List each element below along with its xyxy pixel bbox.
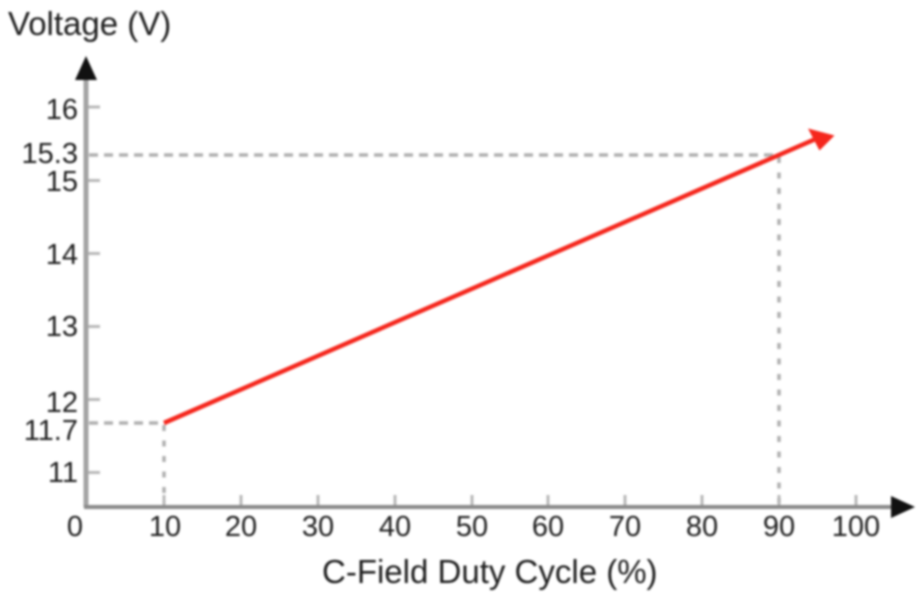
svg-text:16: 16: [46, 94, 78, 126]
svg-text:0: 0: [67, 511, 83, 543]
svg-text:11: 11: [48, 457, 78, 489]
svg-text:70: 70: [609, 511, 641, 543]
svg-text:100: 100: [832, 511, 880, 543]
svg-text:20: 20: [225, 511, 257, 543]
svg-text:10: 10: [149, 511, 181, 543]
svg-text:50: 50: [456, 511, 488, 543]
svg-text:60: 60: [532, 511, 564, 543]
svg-text:15.3: 15.3: [22, 138, 78, 170]
svg-text:80: 80: [686, 511, 718, 543]
svg-text:11.7: 11.7: [24, 415, 78, 447]
svg-text:15: 15: [46, 166, 78, 198]
svg-text:14: 14: [46, 239, 78, 271]
svg-text:90: 90: [763, 511, 795, 543]
svg-text:40: 40: [379, 511, 411, 543]
svg-text:30: 30: [302, 511, 334, 543]
svg-text:C-Field Duty Cycle (%): C-Field Duty Cycle (%): [322, 553, 658, 590]
svg-text:12: 12: [46, 387, 78, 419]
svg-text:13: 13: [46, 311, 78, 343]
svg-text:Voltage (V): Voltage (V): [8, 5, 171, 42]
